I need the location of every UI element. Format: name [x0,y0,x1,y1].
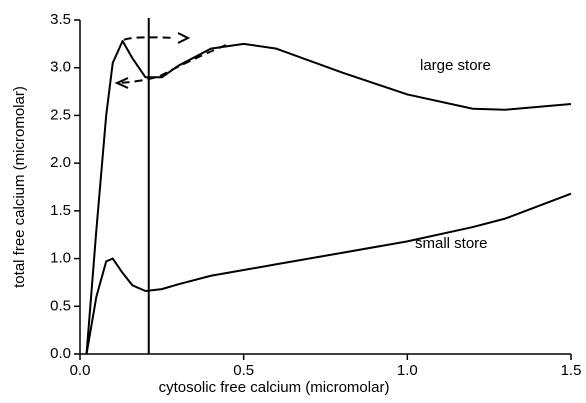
x-tick-label: 0.0 [70,362,91,379]
x-tick-label: 0.5 [233,362,254,379]
y-tick-label: 1.5 [50,202,71,219]
series-line [85,192,572,355]
series-label: small store [415,235,488,252]
y-tick-label: 2.5 [50,106,71,123]
arrowhead [114,77,129,89]
y-tick-label: 3.0 [50,59,71,76]
series-line [85,39,572,355]
series-label: large store [420,57,491,74]
y-tick-label: 3.5 [50,11,71,28]
x-axis-title: cytosolic free calcium (micromolar) [159,379,390,396]
y-axis-title: total free calcium (micromolar) [11,86,28,288]
arrow-right [123,36,176,41]
y-tick-label: 2.0 [50,154,71,171]
y-tick-label: 0.5 [50,297,71,314]
arrowhead [177,32,191,44]
y-tick-label: 1.0 [50,250,71,267]
x-tick-label: 1.5 [561,362,582,379]
arrow-left [117,44,227,84]
arrows [114,32,227,89]
x-tick-label: 1.0 [397,362,418,379]
y-tick-label: 0.0 [50,345,71,362]
